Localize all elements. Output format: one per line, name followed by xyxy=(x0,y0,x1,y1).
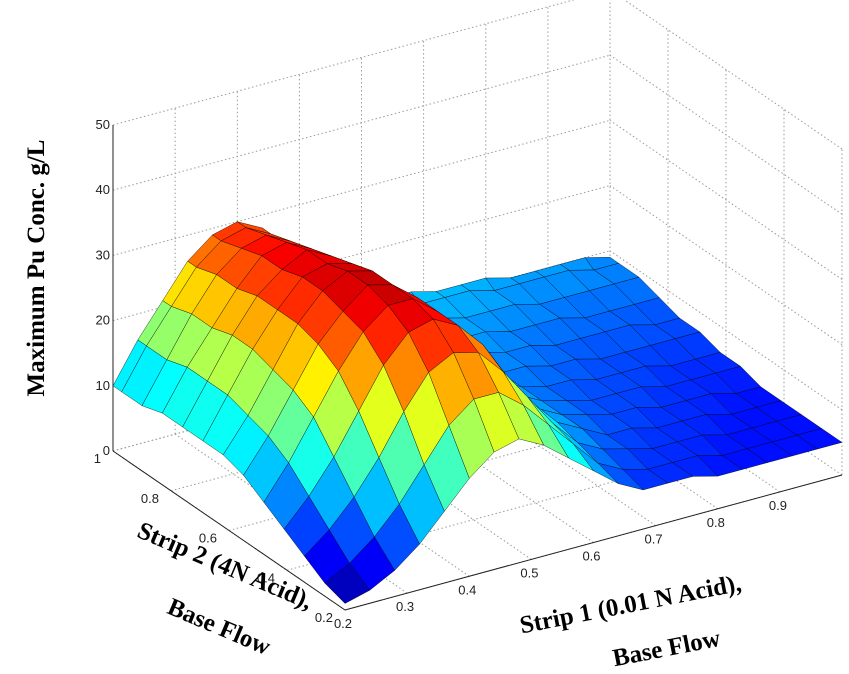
x-tick-label: 0.5 xyxy=(520,565,538,580)
y-tick-label: 0.6 xyxy=(199,531,217,546)
x-tick-label: 0.4 xyxy=(458,582,476,597)
x-tick-label: 0.6 xyxy=(582,549,600,564)
z-tick-label: 40 xyxy=(96,182,110,197)
y-tick-label: 0.2 xyxy=(315,610,333,625)
axes xyxy=(112,125,843,611)
side-wall-grid-line xyxy=(609,54,843,215)
tick-labels: 0 10 20 30 40 50 0.2 0.3 0.4 0.5 0.6 0.7 0.8 0.9 0.2 0.… xyxy=(94,117,787,631)
z-tick-label: 20 xyxy=(96,313,110,328)
surface-cell xyxy=(324,562,371,604)
z-tick-label: 0 xyxy=(103,443,110,458)
x-tick-label: 0.7 xyxy=(645,532,663,547)
z-tick-label: 30 xyxy=(96,247,110,262)
y-tick-label: 1 xyxy=(94,451,101,466)
side-wall-grid-line xyxy=(609,119,843,280)
x-tick-label: 0.2 xyxy=(334,616,352,631)
y-tick-label: 0.4 xyxy=(257,570,275,585)
back-wall-grid-line xyxy=(112,185,611,322)
z-axis-label: Maximum Pu Conc. g/L xyxy=(23,140,50,397)
y-tick-label: 0.8 xyxy=(141,491,159,506)
side-wall-grid-line xyxy=(609,185,843,346)
back-wall-grid-line xyxy=(112,54,611,191)
surface-mesh xyxy=(112,221,843,604)
z-tick-label: 10 xyxy=(96,378,110,393)
x-axis-label-line2: Base Flow xyxy=(610,625,722,672)
y-axis-label-line2: Base Flow xyxy=(163,593,274,660)
x-tick-label: 0.8 xyxy=(707,515,725,530)
x-tick-label: 0.9 xyxy=(769,498,787,513)
side-wall-grid-line xyxy=(609,250,843,411)
x-tick-label: 0.3 xyxy=(396,599,414,614)
back-wall-grid-line xyxy=(112,0,576,126)
x-axis-line xyxy=(344,474,843,611)
side-wall-grid-line xyxy=(623,0,843,150)
back-wall-grid-line xyxy=(112,119,611,256)
z-tick-label: 50 xyxy=(96,117,110,132)
y-axis-line xyxy=(112,450,346,611)
floor-grid-line xyxy=(423,366,656,527)
